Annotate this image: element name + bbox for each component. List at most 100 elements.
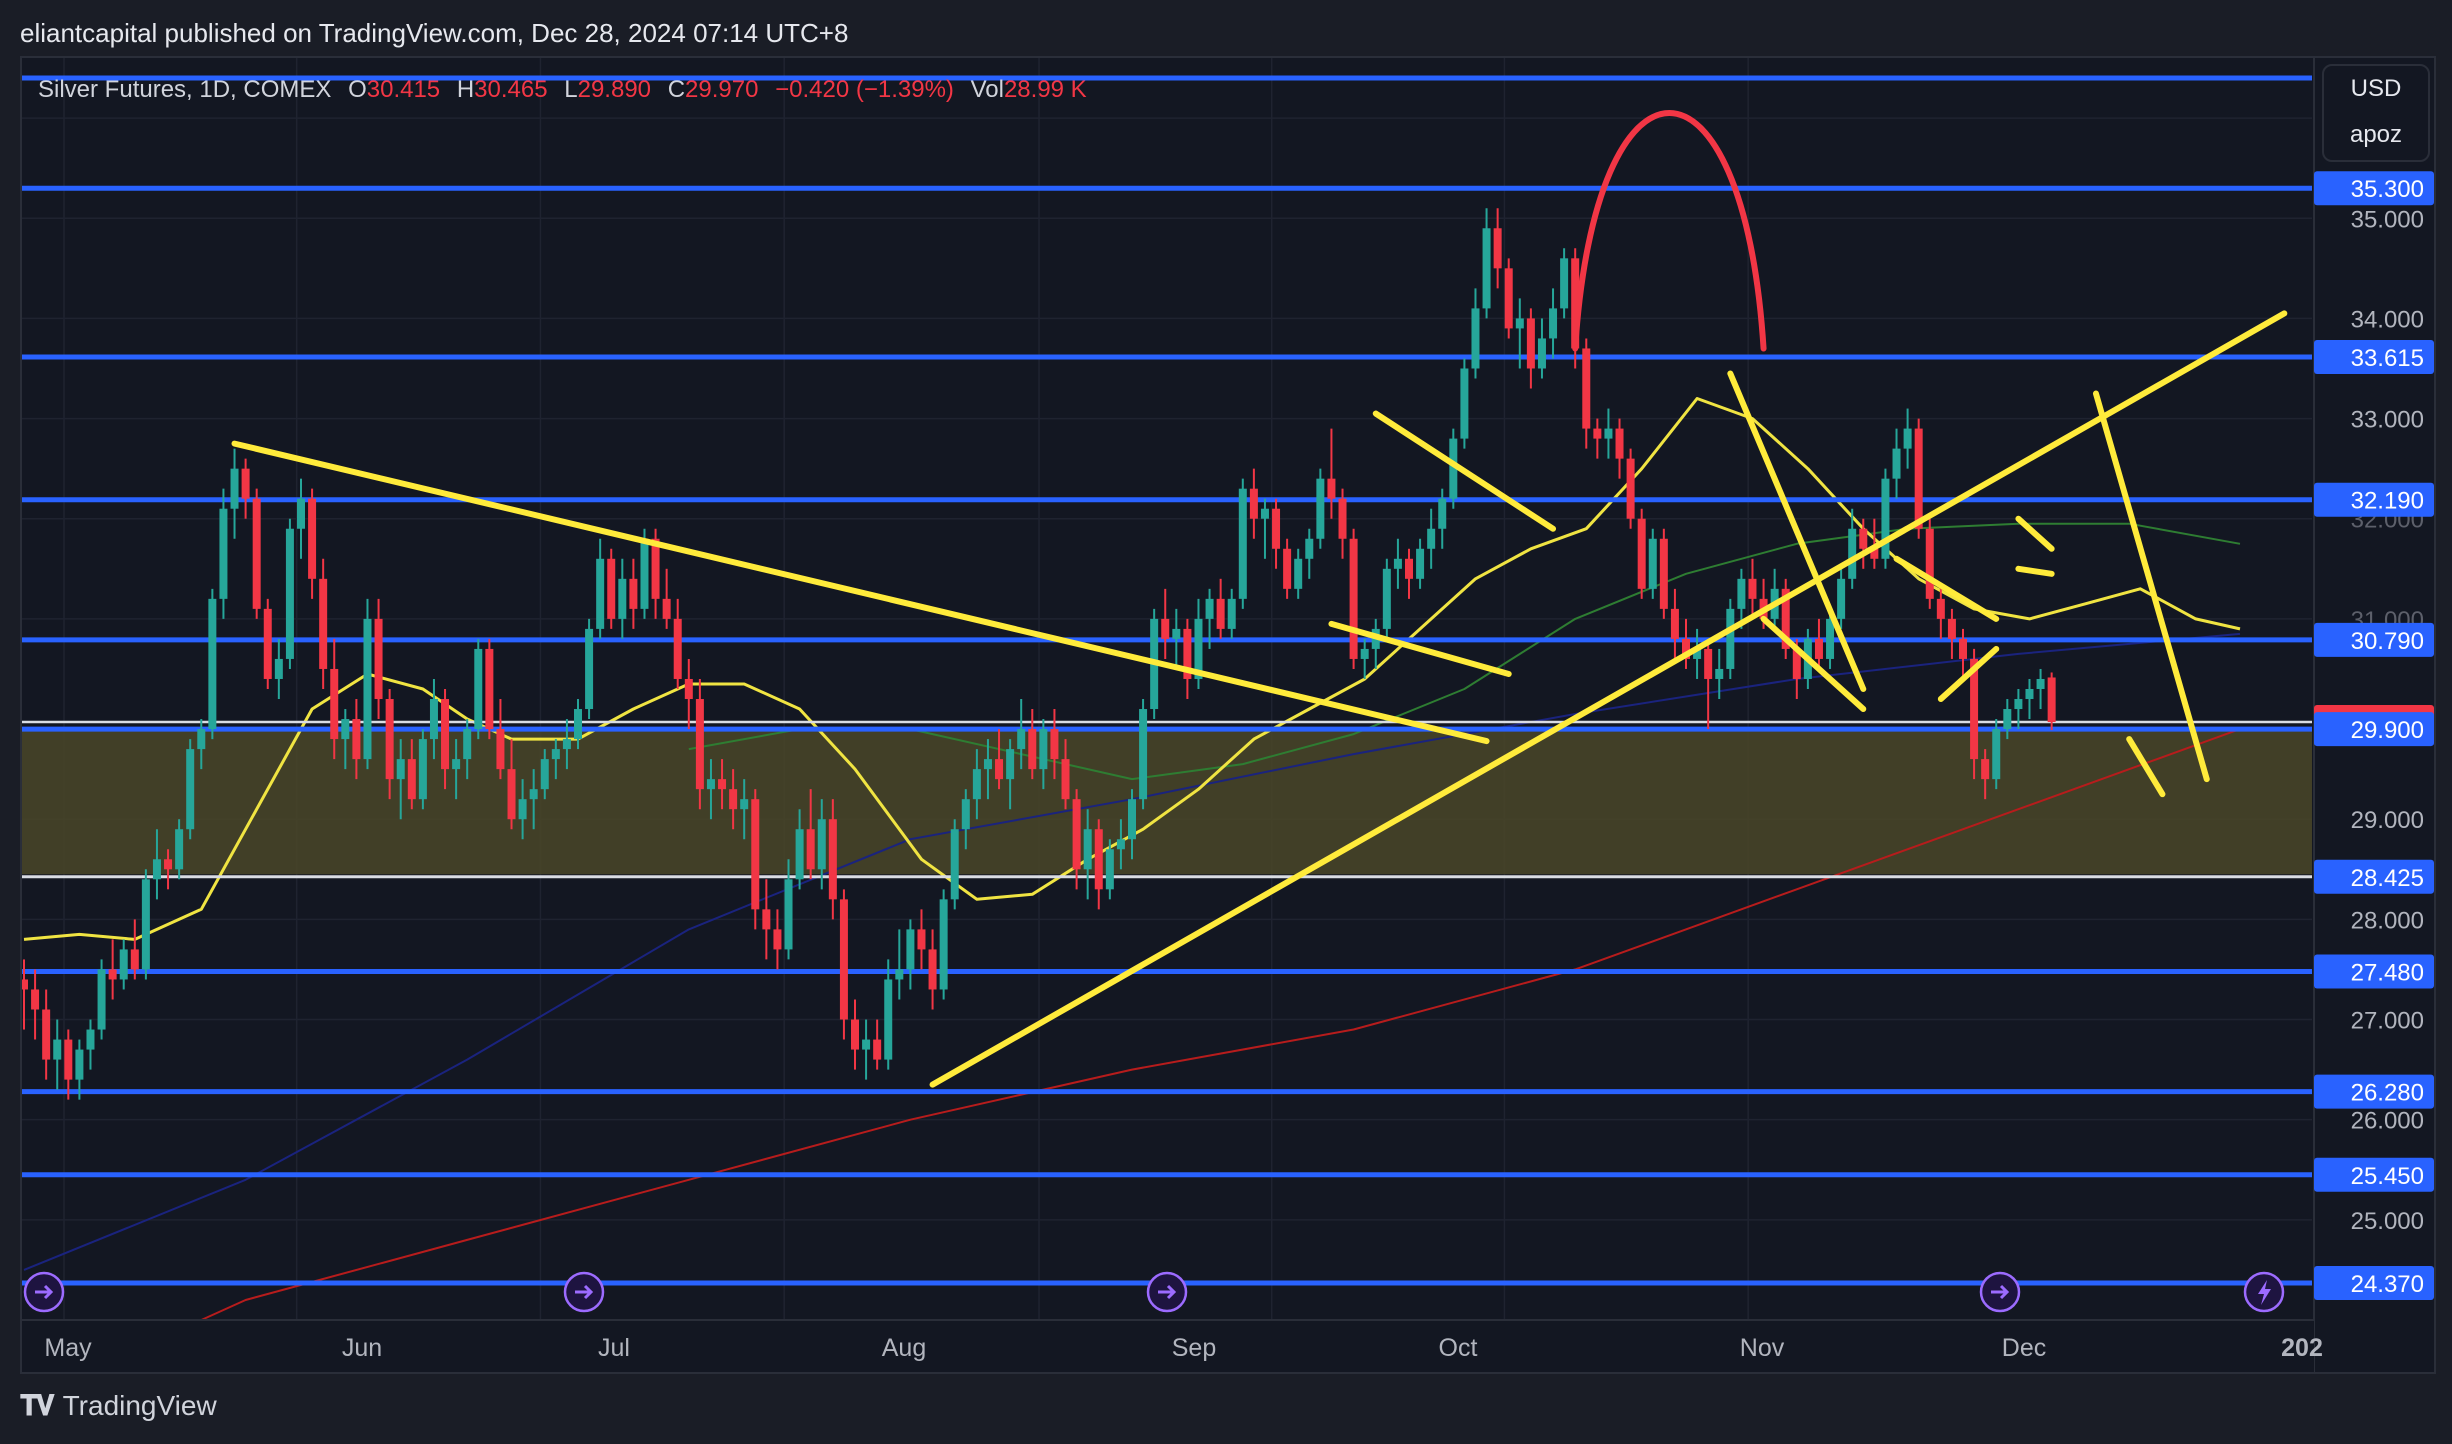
candle-body[interactable]	[2014, 699, 2023, 710]
candle-body[interactable]	[1161, 618, 1170, 639]
candle-body[interactable]	[950, 829, 959, 900]
candle-body[interactable]	[1726, 608, 1735, 669]
candle-body[interactable]	[706, 779, 715, 790]
candle-body[interactable]	[529, 789, 538, 800]
candle-body[interactable]	[474, 648, 483, 730]
candle-body[interactable]	[1183, 628, 1192, 679]
candle-body[interactable]	[1238, 488, 1247, 599]
candle-body[interactable]	[828, 819, 837, 900]
candle-body[interactable]	[1272, 508, 1281, 549]
candle-body[interactable]	[97, 969, 106, 1030]
candle-body[interactable]	[119, 949, 128, 980]
candle-body[interactable]	[1360, 648, 1369, 659]
candle-body[interactable]	[1881, 478, 1890, 559]
candle-body[interactable]	[53, 1039, 62, 1060]
candle-body[interactable]	[1039, 729, 1048, 770]
trendline[interactable]	[1937, 645, 2000, 703]
candle-body[interactable]	[219, 508, 228, 599]
candle-body[interactable]	[1981, 759, 1990, 780]
currency-box[interactable]: USD apoz	[2322, 64, 2430, 162]
candle-body[interactable]	[1682, 638, 1690, 659]
candle-body[interactable]	[839, 899, 848, 1020]
candle-body[interactable]	[22, 979, 28, 990]
candle-body[interactable]	[1615, 428, 1624, 459]
candle-body[interactable]	[1859, 528, 1868, 549]
candle-body[interactable]	[1870, 548, 1879, 559]
candle-body[interactable]	[341, 719, 350, 740]
candle-body[interactable]	[1216, 598, 1225, 629]
candle-body[interactable]	[285, 528, 294, 659]
candle-body[interactable]	[585, 628, 594, 710]
candle-body[interactable]	[1449, 438, 1458, 499]
candle-body[interactable]	[1061, 759, 1070, 800]
candle-body[interactable]	[1094, 829, 1103, 890]
candle-body[interactable]	[1504, 268, 1513, 329]
candle-body[interactable]	[31, 989, 40, 1010]
dividend-marker-icon[interactable]	[1979, 1271, 2021, 1313]
candle-body[interactable]	[1737, 578, 1746, 609]
candle-body[interactable]	[928, 949, 937, 990]
candle-body[interactable]	[851, 1019, 859, 1050]
candle-body[interactable]	[1582, 348, 1591, 429]
candle-body[interactable]	[518, 799, 527, 820]
candle-body[interactable]	[1903, 428, 1912, 449]
candle-body[interactable]	[1659, 538, 1668, 609]
candle-body[interactable]	[1648, 538, 1657, 589]
lightning-icon[interactable]	[2243, 1271, 2285, 1313]
candle-body[interactable]	[1715, 668, 1724, 679]
candle-body[interactable]	[108, 969, 117, 980]
candle-body[interactable]	[1914, 428, 1923, 529]
candle-body[interactable]	[1105, 849, 1114, 890]
candle-body[interactable]	[1848, 528, 1857, 579]
candle-body[interactable]	[1693, 648, 1702, 659]
candle-body[interactable]	[1283, 548, 1292, 589]
candle-body[interactable]	[729, 789, 738, 810]
candle-body[interactable]	[884, 979, 893, 1060]
candle-body[interactable]	[197, 729, 206, 750]
chart-pane[interactable]: 25.000 26.000 27.000 28.000 29.000 31.000 32.0…	[20, 56, 2436, 1374]
candle-body[interactable]	[618, 578, 627, 619]
candle-body[interactable]	[972, 769, 981, 800]
candle-body[interactable]	[718, 779, 727, 790]
candle-body[interactable]	[186, 749, 195, 830]
candle-body[interactable]	[385, 699, 394, 780]
dividend-marker-icon[interactable]	[1146, 1271, 1188, 1313]
candle-body[interactable]	[1050, 729, 1059, 760]
trendline[interactable]	[2015, 515, 2055, 552]
candle-body[interactable]	[939, 899, 948, 990]
candle-body[interactable]	[1992, 729, 2001, 780]
candle-body[interactable]	[1128, 799, 1136, 840]
candle-body[interactable]	[2003, 709, 2012, 730]
candle-body[interactable]	[1549, 308, 1558, 339]
trendline[interactable]	[929, 310, 2288, 1088]
candle-body[interactable]	[1316, 478, 1325, 539]
candle-body[interactable]	[164, 859, 173, 870]
candle-body[interactable]	[141, 879, 150, 970]
candle-body[interactable]	[86, 1029, 95, 1050]
dividend-marker-icon[interactable]	[23, 1271, 65, 1313]
candle-body[interactable]	[1471, 308, 1480, 369]
candle-body[interactable]	[1460, 368, 1469, 439]
candle-body[interactable]	[551, 749, 560, 760]
candle-body[interactable]	[2047, 677, 2056, 723]
candle-body[interactable]	[1393, 558, 1402, 569]
candle-body[interactable]	[1327, 478, 1336, 499]
candle-body[interactable]	[1172, 628, 1181, 639]
candle-body[interactable]	[1305, 538, 1314, 559]
candle-body[interactable]	[1083, 829, 1092, 870]
candle-body[interactable]	[607, 558, 616, 619]
candle-body[interactable]	[1294, 558, 1303, 589]
candle-body[interactable]	[1438, 498, 1447, 529]
candle-body[interactable]	[862, 1039, 871, 1050]
candle-body[interactable]	[817, 819, 826, 870]
candle-body[interactable]	[695, 699, 704, 790]
candle-body[interactable]	[1936, 598, 1945, 619]
candle-body[interactable]	[274, 658, 283, 679]
candle-body[interactable]	[629, 578, 638, 609]
candle-body[interactable]	[684, 678, 693, 700]
candle-body[interactable]	[1416, 548, 1425, 579]
candle-body[interactable]	[463, 729, 472, 760]
candle-body[interactable]	[1227, 598, 1236, 629]
candle-body[interactable]	[1427, 528, 1436, 549]
chart-svg[interactable]: 25.00026.00027.00028.00029.00031.00032.0…	[22, 58, 2436, 1374]
